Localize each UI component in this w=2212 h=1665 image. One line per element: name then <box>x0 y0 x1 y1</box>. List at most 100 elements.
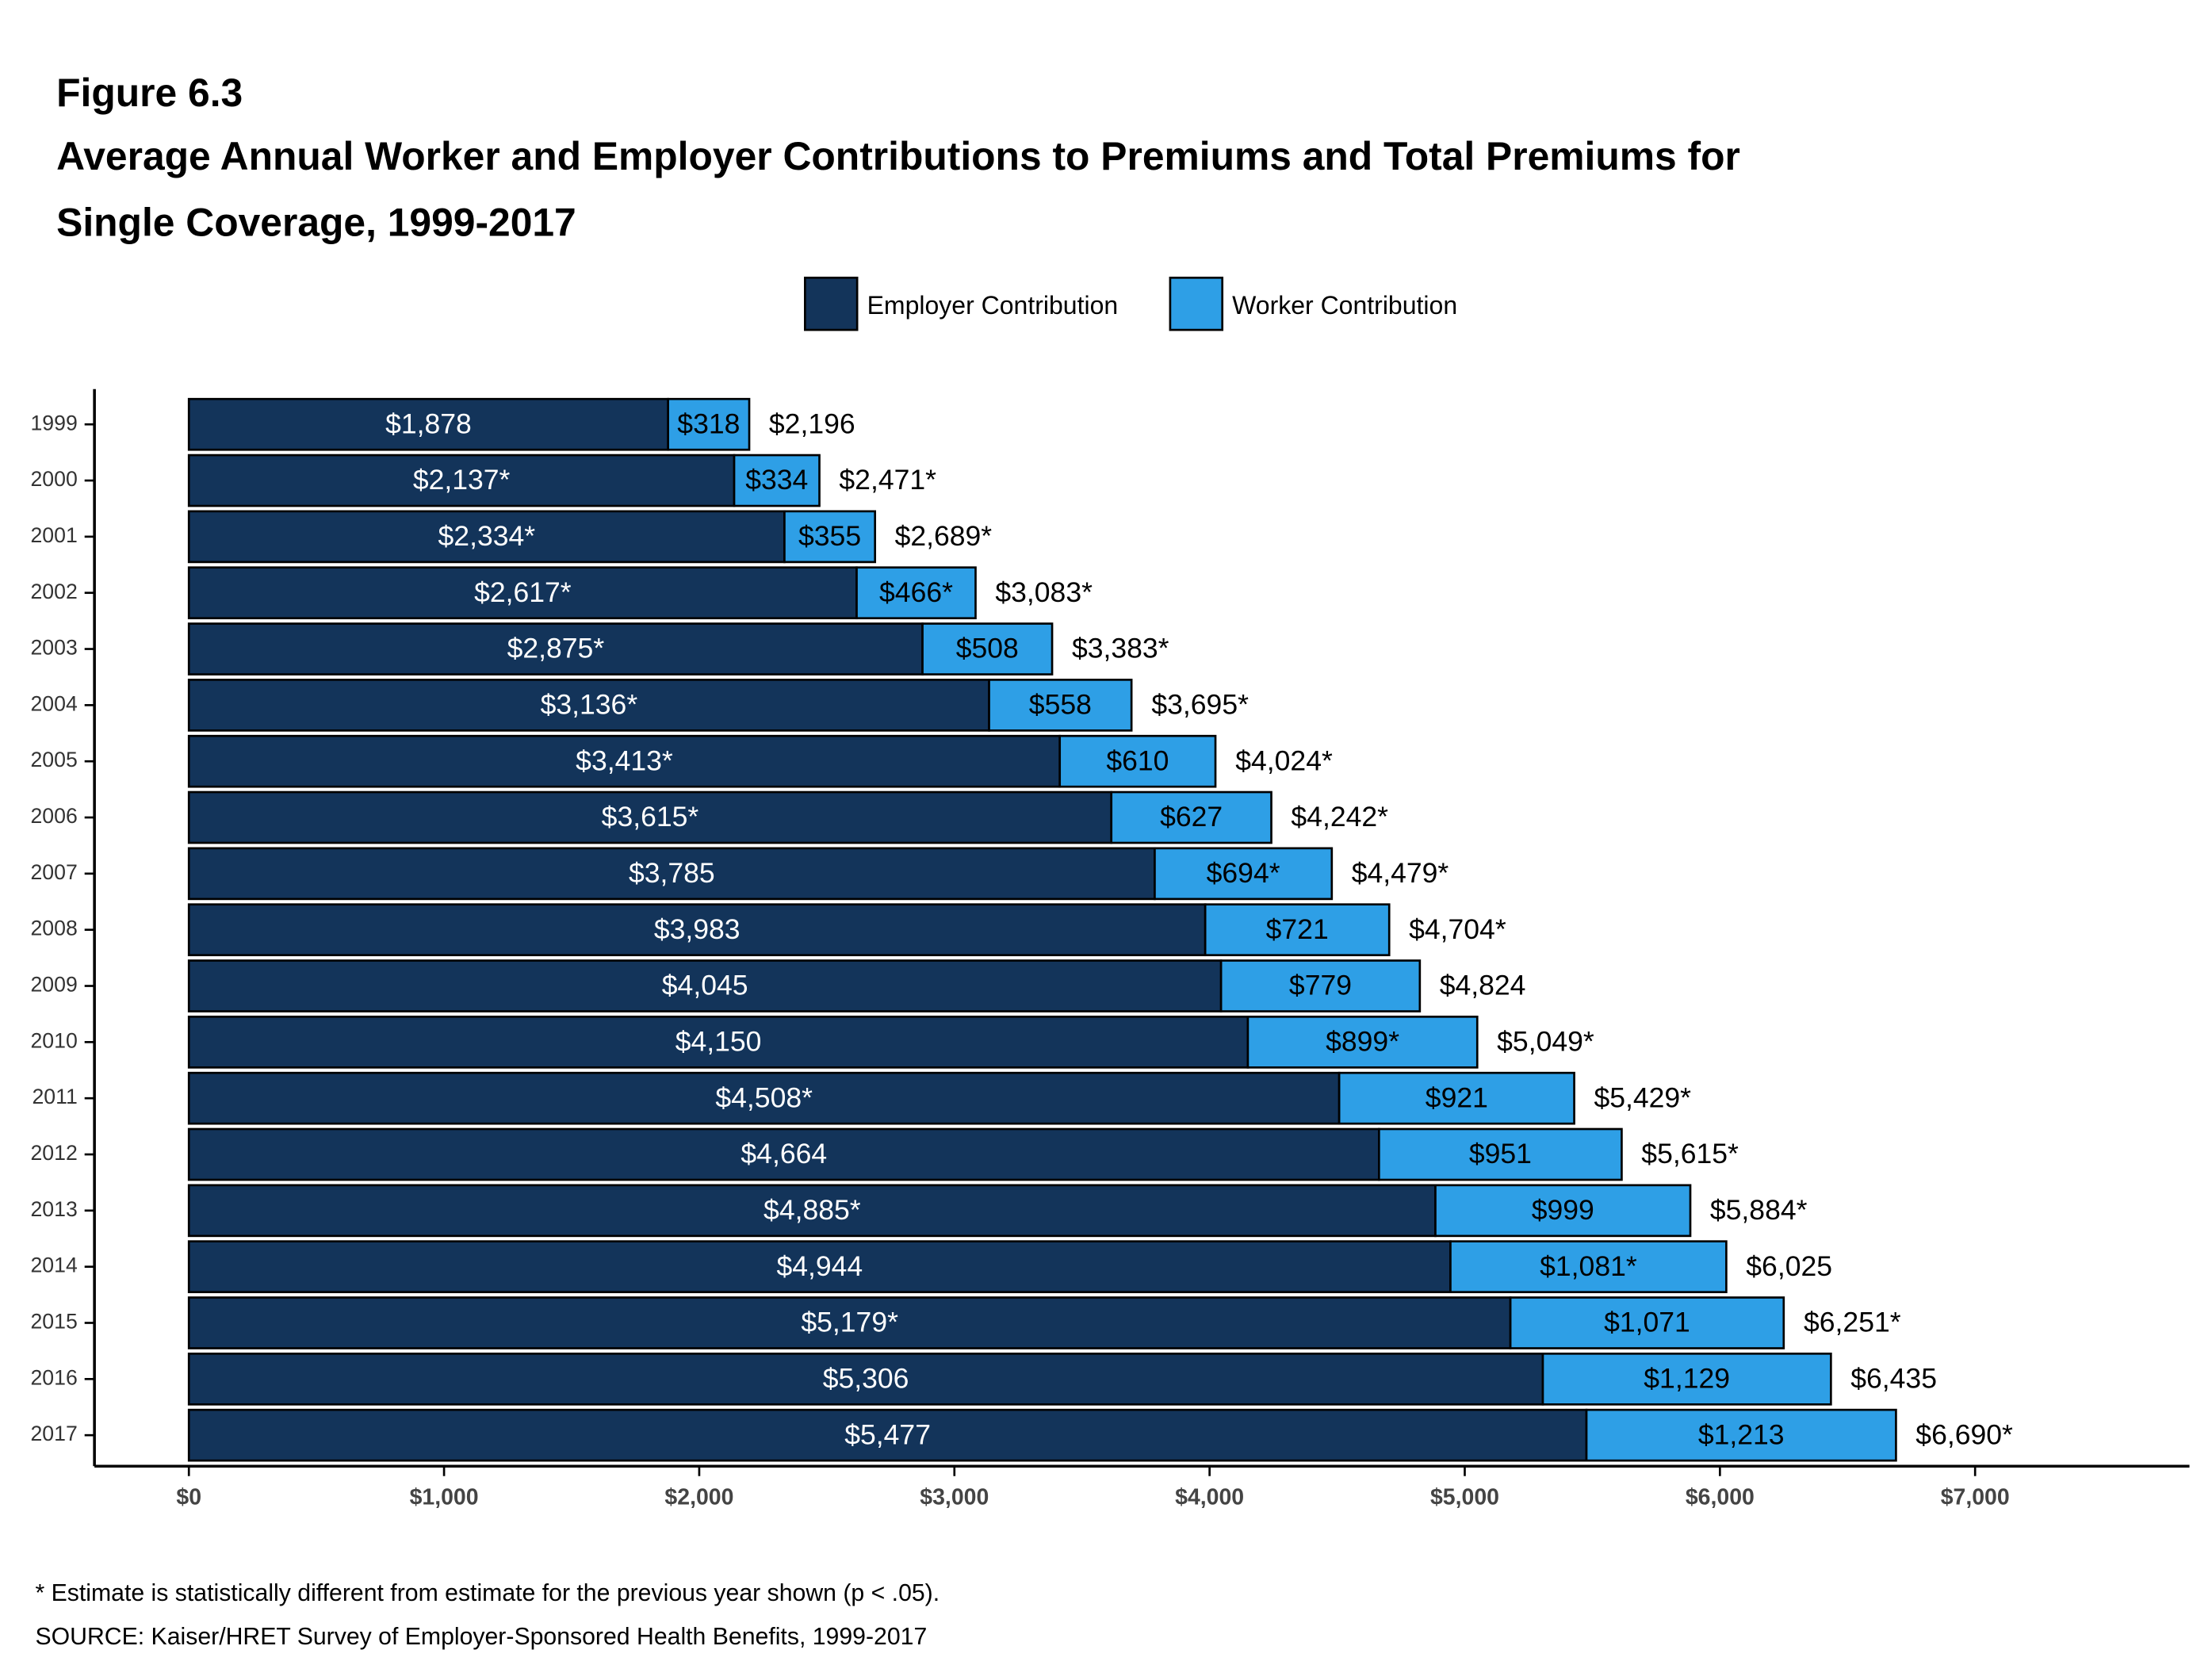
bar-value-label: $508 <box>956 633 1019 664</box>
bar-value-label: $3,413* <box>576 744 673 776</box>
bar-segment <box>1058 734 1217 788</box>
bar-segment <box>1219 959 1422 1012</box>
bar-value-label: $899* <box>1326 1026 1399 1058</box>
bar-value-label: $4,150 <box>675 1026 762 1058</box>
total-label: $2,689* <box>895 520 993 552</box>
bar-segment <box>1110 790 1272 844</box>
bar-segment <box>187 903 1207 957</box>
bar-segment <box>187 1127 1380 1181</box>
bar-value-label: $2,875* <box>507 633 605 664</box>
bar-value-label: $610 <box>1106 744 1169 776</box>
total-label: $4,479* <box>1352 857 1449 889</box>
figure-number: Figure 6.3 <box>56 71 243 115</box>
total-label: $6,690* <box>1915 1418 2013 1450</box>
bar-value-label: $3,136* <box>541 689 638 721</box>
bar-value-label: $5,477 <box>844 1418 931 1450</box>
total-label: $3,083* <box>995 576 1093 608</box>
y-tick-label: 2017 <box>30 1422 77 1445</box>
total-label: $3,695* <box>1151 689 1249 721</box>
legend-swatch <box>804 276 859 331</box>
x-tick-label: $3,000 <box>920 1485 989 1510</box>
total-label: $2,471* <box>839 464 936 496</box>
y-tick-label: 2004 <box>30 691 77 715</box>
bar-segment <box>187 397 669 451</box>
x-tick-label: $7,000 <box>1941 1485 2010 1510</box>
x-tick-label: $5,000 <box>1430 1485 1499 1510</box>
bar-value-label: $334 <box>745 464 808 496</box>
y-tick-label: 2007 <box>30 860 77 884</box>
y-tick-label: 2012 <box>30 1141 77 1165</box>
bar-value-label: $4,664 <box>741 1138 827 1169</box>
bar-segment <box>1541 1352 1832 1406</box>
bar-value-label: $951 <box>1469 1138 1532 1169</box>
bar-segment <box>1585 1408 1897 1462</box>
bar-value-label: $3,983 <box>654 913 741 945</box>
bar-value-label: $466* <box>879 576 953 608</box>
bar-segment <box>187 622 924 676</box>
total-label: $2,196 <box>769 408 855 439</box>
y-tick-label: 2010 <box>30 1028 77 1052</box>
bar-segment <box>187 679 990 732</box>
bar-value-label: $921 <box>1426 1081 1488 1113</box>
bar-value-label: $3,615* <box>602 801 699 832</box>
x-tick-label: $6,000 <box>1686 1485 1755 1510</box>
bar-value-label: $355 <box>798 520 861 552</box>
y-tick-label: 2009 <box>30 973 77 997</box>
bar-value-label: $1,878 <box>385 408 472 439</box>
bar-segment <box>1378 1127 1623 1181</box>
bar-value-label: $3,785 <box>629 857 715 889</box>
total-label: $4,024* <box>1235 744 1333 776</box>
x-tick-label: $4,000 <box>1175 1485 1244 1510</box>
bar-value-label: $627 <box>1160 801 1223 832</box>
bar-value-label: $5,179* <box>801 1307 898 1338</box>
y-tick-label: 2016 <box>30 1365 77 1389</box>
bar-segment <box>187 454 736 507</box>
source: SOURCE: Kaiser/HRET Survey of Employer-S… <box>35 1624 927 1650</box>
bar-segment <box>187 1184 1437 1238</box>
y-tick-label: 2008 <box>30 917 77 940</box>
bar-value-label: $1,081* <box>1540 1250 1637 1282</box>
bar-segment <box>988 679 1133 732</box>
bar-value-label: $1,213 <box>1698 1418 1785 1450</box>
bar-segment <box>1246 1016 1479 1069</box>
bar-segment <box>187 959 1223 1012</box>
bar-segment <box>187 1408 1588 1462</box>
bar-segment <box>921 622 1054 676</box>
bar-segment <box>1449 1240 1728 1294</box>
bar-value-label: $558 <box>1029 689 1092 721</box>
bar-value-label: $2,334* <box>438 520 536 552</box>
y-tick-label: 2005 <box>30 748 77 771</box>
x-tick-label: $1,000 <box>410 1485 479 1510</box>
bar-value-label: $694* <box>1207 857 1280 889</box>
bar-value-label: $999 <box>1532 1194 1594 1226</box>
bar-value-label: $1,129 <box>1644 1363 1730 1395</box>
bar-value-label: $5,306 <box>823 1363 909 1395</box>
bar-segment <box>667 397 751 451</box>
bar-segment <box>187 510 786 564</box>
total-label: $5,884* <box>1710 1194 1808 1226</box>
total-label: $5,615* <box>1641 1138 1739 1169</box>
total-label: $4,242* <box>1291 801 1388 832</box>
bar-value-label: $4,944 <box>776 1250 863 1282</box>
bar-segment <box>187 790 1113 844</box>
bar-segment <box>187 1071 1341 1125</box>
total-label: $3,383* <box>1072 633 1169 664</box>
bar-segment <box>783 510 877 564</box>
bar-value-label: $2,137* <box>413 464 511 496</box>
bar-value-label: $318 <box>677 408 740 439</box>
x-tick-label: $2,000 <box>664 1485 733 1510</box>
total-label: $4,704* <box>1409 913 1506 945</box>
y-tick-label: 2003 <box>30 636 77 660</box>
total-label: $5,429* <box>1594 1081 1691 1113</box>
total-label: $5,049* <box>1497 1026 1594 1058</box>
bar-segment <box>733 454 821 507</box>
bar-segment <box>855 566 977 620</box>
total-label: $6,435 <box>1850 1363 1937 1395</box>
bar-value-label: $779 <box>1289 970 1352 1001</box>
bar-segment <box>187 1352 1544 1406</box>
bar-value-label: $4,508* <box>715 1081 813 1113</box>
y-tick-label: 2002 <box>30 580 77 603</box>
bar-value-label: $4,045 <box>662 970 748 1001</box>
bar-segment <box>187 1240 1452 1294</box>
chart-title: Average Annual Worker and Employer Contr… <box>56 134 1740 245</box>
